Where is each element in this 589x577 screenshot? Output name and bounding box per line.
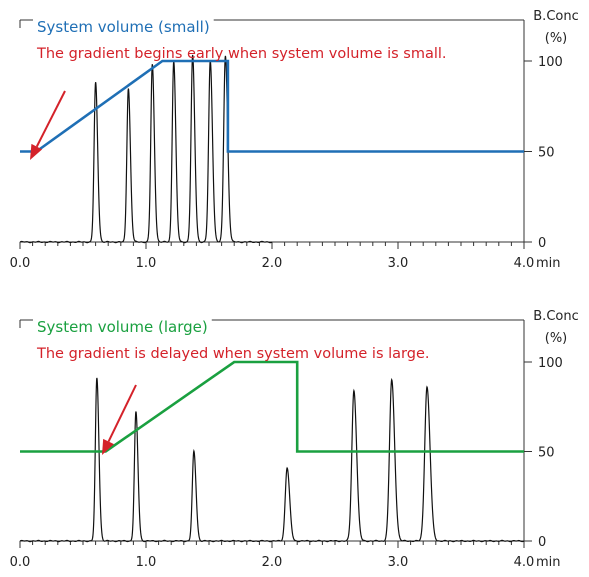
chromatogram-trace [19, 377, 525, 543]
right-axis-unit: (%) [545, 331, 568, 346]
x-tick-label: 1.0 [136, 555, 157, 570]
y-tick-label: 100 [538, 55, 563, 70]
y-tick-label: 0 [538, 535, 546, 550]
y-tick-label: 50 [538, 446, 555, 461]
y-tick-label: 0 [538, 236, 546, 251]
annotation-arrow-head [30, 143, 43, 160]
chart-panel-1: System volume (small) B.Conc (%) 0 50 100 0.0 1… [10, 9, 579, 271]
x-tick-label: 4.0 [514, 555, 535, 570]
gradient-line [20, 360, 524, 453]
x-tick-label: 3.0 [388, 256, 409, 271]
annotation-text: The gradient is delayed when system volu… [36, 346, 429, 362]
annotation-arrow-shaft [107, 384, 137, 442]
y-tick-label: 100 [538, 356, 563, 371]
right-axis-label: B.Conc [533, 9, 578, 24]
panel-title: System volume (large) [37, 318, 208, 336]
x-axis-unit: min [536, 256, 561, 271]
x-tick-label: 0.0 [10, 555, 31, 570]
x-tick-label: 2.0 [262, 256, 283, 271]
annotation-text: The gradient begins early when system vo… [36, 46, 447, 62]
right-axis-label: B.Conc [533, 309, 578, 324]
annotation-arrow-head [102, 438, 114, 455]
gradient-line [20, 59, 524, 153]
x-tick-label: 3.0 [388, 555, 409, 570]
x-tick-label: 4.0 [514, 256, 535, 271]
chart-panel-2: System volume (large) B.Conc (%) 0 50 100 0.0 1… [10, 309, 579, 570]
x-tick-label: 0.0 [10, 256, 31, 271]
chromatogram-trace [19, 54, 273, 244]
right-axis-unit: (%) [545, 31, 568, 46]
x-axis-unit: min [536, 555, 561, 570]
y-tick-label: 50 [538, 146, 555, 161]
x-tick-label: 1.0 [136, 256, 157, 271]
annotation-arrow-shaft [35, 90, 66, 148]
x-tick-label: 2.0 [262, 555, 283, 570]
panel-title: System volume (small) [37, 18, 210, 36]
